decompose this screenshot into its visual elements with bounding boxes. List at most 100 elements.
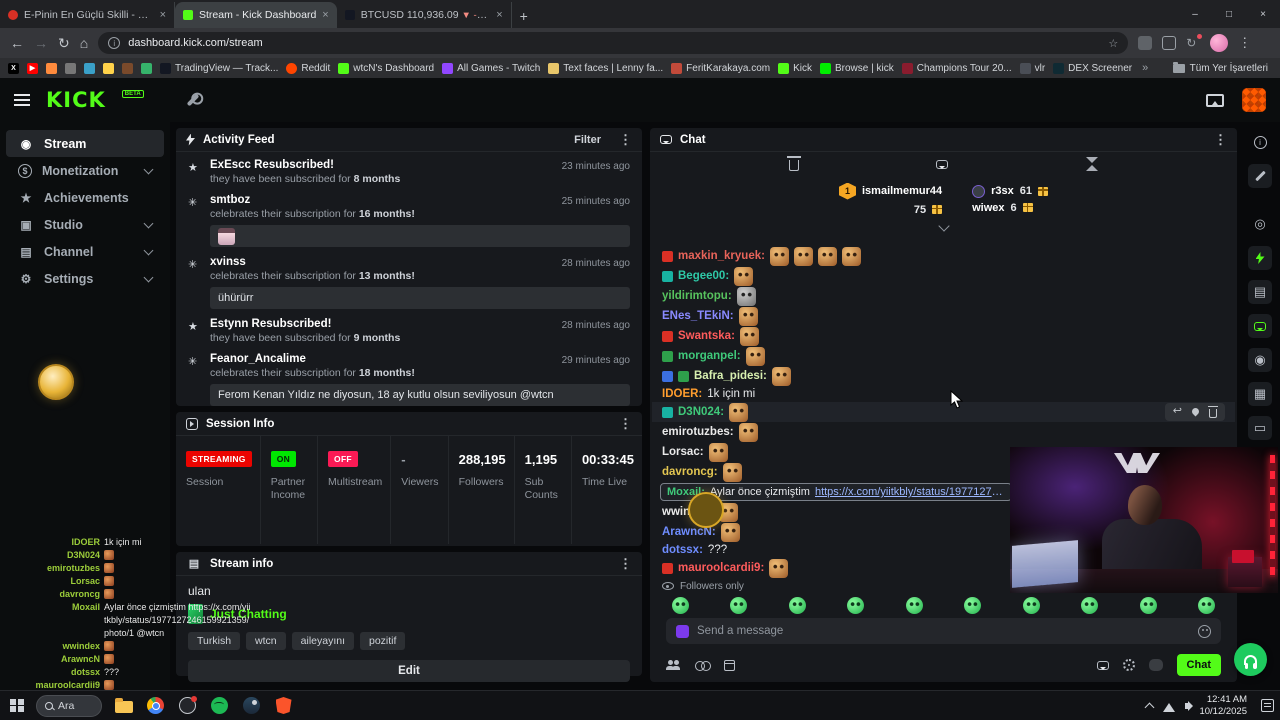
identity-badge-icon[interactable] (676, 624, 689, 638)
forward-icon[interactable]: → (34, 35, 48, 51)
bookmark-tradingview[interactable]: TradingView — Track... (160, 62, 278, 74)
site-info-icon[interactable] (108, 37, 121, 49)
quick-emote[interactable] (788, 596, 806, 614)
activity-event[interactable]: ✳ 29 minutes ago Feanor_Ancalime celebra… (176, 346, 642, 408)
filter-button[interactable]: Filter (574, 133, 601, 146)
bookmark-favicon[interactable] (122, 62, 133, 74)
chat-message[interactable]: Begee00 (652, 266, 1235, 286)
bookmark-kick[interactable]: Kick (778, 62, 812, 74)
bookmark-ferit[interactable]: FeritKarakaya.com (671, 62, 770, 74)
support-chat-button[interactable] (1234, 643, 1267, 676)
obs-icon[interactable] (178, 696, 197, 715)
side-panel-icon[interactable] (1138, 36, 1153, 50)
info-icon[interactable] (1248, 130, 1272, 154)
chat-message[interactable]: maxkin_kryuek (652, 246, 1235, 266)
chat-settings-icon[interactable] (1122, 659, 1135, 671)
bookmark-favicon-x[interactable]: X (8, 62, 19, 74)
chat-message[interactable]: Swantska (652, 326, 1235, 346)
grid-icon[interactable]: ▦ (1248, 382, 1272, 406)
close-button[interactable]: × (1260, 8, 1266, 20)
bookmarks-overflow-icon[interactable]: » (1142, 62, 1149, 74)
bookmark-reddit[interactable]: Reddit (286, 62, 330, 74)
chat-message[interactable]: ENes_TEkiN (652, 306, 1235, 326)
brave-icon[interactable] (274, 696, 293, 715)
emoji-picker-icon[interactable] (1198, 624, 1211, 638)
kebab-menu-icon[interactable]: ⋮ (619, 415, 632, 431)
chat-input-box[interactable] (666, 618, 1221, 644)
chat-mode-icon[interactable] (936, 159, 949, 169)
spotify-icon[interactable] (210, 696, 229, 715)
screenshare-icon[interactable] (1206, 93, 1224, 107)
kebab-menu-icon[interactable]: ⋮ (619, 555, 632, 571)
chat-message[interactable]: dotssx??? (652, 542, 1235, 558)
link-icon[interactable] (695, 661, 711, 671)
pin-icon[interactable] (1190, 406, 1201, 417)
lightning-icon[interactable] (1248, 246, 1272, 270)
home-icon[interactable]: ⌂ (79, 35, 89, 51)
sync-icon[interactable] (1186, 34, 1203, 50)
tab-close-icon[interactable]: × (159, 9, 166, 21)
delete-icon[interactable] (1208, 406, 1218, 418)
quick-emote[interactable] (730, 596, 748, 614)
edit-button[interactable]: Edit (188, 660, 630, 682)
network-icon[interactable] (1163, 697, 1176, 712)
category-name[interactable]: Just Chatting (210, 607, 287, 621)
message-link[interactable]: https://x.com/yiitkbly/status/1977127246… (814, 486, 1005, 498)
popout-chat-icon[interactable] (1096, 660, 1109, 670)
chatters-icon[interactable] (666, 660, 681, 670)
quick-emote[interactable] (905, 596, 923, 614)
kebab-menu-icon[interactable]: ⋮ (1214, 131, 1227, 147)
browser-menu-icon[interactable]: ⋮ (1238, 35, 1252, 50)
sidebar-item-achievements[interactable]: ★ Achievements (6, 184, 164, 211)
browser-tab-1[interactable]: E-Pinin En Güçlü Skilli - Pindiri × (0, 2, 175, 28)
activity-event[interactable]: ★ 28 minutes ago Estynn Resubscribed! th… (176, 311, 642, 346)
clear-chat-icon[interactable] (786, 156, 801, 171)
chat-message-input[interactable] (697, 625, 1190, 637)
tab-close-icon[interactable]: × (496, 9, 503, 21)
tab-close-icon[interactable]: × (322, 9, 329, 21)
slow-mode-icon[interactable] (1086, 157, 1099, 171)
tray-expand-icon[interactable] (1145, 702, 1155, 712)
chat-message[interactable]: Bafra_pidesi (652, 366, 1235, 386)
bookmark-champions[interactable]: Champions Tour 20... (901, 62, 1012, 74)
sidebar-item-channel[interactable]: ▤ Channel (6, 238, 164, 265)
panel-icon[interactable]: ▭ (1248, 416, 1272, 440)
quick-emote[interactable] (847, 596, 865, 614)
wrench-icon[interactable] (186, 93, 200, 107)
minimize-button[interactable]: – (1192, 8, 1198, 20)
user-avatar[interactable] (1242, 88, 1266, 112)
quick-emote[interactable] (1081, 596, 1099, 614)
chat-message[interactable]: mauroolcardii9 (652, 558, 1235, 578)
chat-message[interactable]: Lorsac (652, 442, 1235, 462)
reply-icon[interactable] (1173, 406, 1182, 418)
start-button[interactable] (0, 691, 34, 720)
extensions-puzzle-icon[interactable] (1162, 36, 1177, 50)
bookmark-favicon[interactable] (141, 62, 152, 74)
broadcast-icon[interactable]: ◉ (1248, 348, 1272, 372)
send-chat-button[interactable]: Chat (1176, 654, 1221, 676)
menu-hamburger-icon[interactable] (14, 94, 30, 106)
activity-event[interactable]: ✳ 25 minutes ago smtboz celebrates their… (176, 187, 642, 249)
bookmark-star-icon[interactable]: ☆ (1108, 37, 1119, 50)
gifter-leaderboard[interactable]: 1 ismailmemur44 75 r3sx 61 wiwex 6 (650, 176, 1237, 528)
back-icon[interactable]: ← (10, 35, 24, 51)
steam-icon[interactable] (242, 696, 261, 715)
chat-message[interactable]: morganpel (652, 346, 1235, 366)
quick-emote[interactable] (964, 596, 982, 614)
file-explorer-icon[interactable] (114, 696, 133, 715)
cards-icon[interactable]: ▤ (1248, 280, 1272, 304)
maximize-button[interactable]: □ (1225, 8, 1233, 20)
edit-pencil-icon[interactable] (1248, 164, 1272, 188)
notification-center-icon[interactable] (1261, 699, 1274, 712)
chat-message[interactable]: ArawncN (652, 522, 1235, 542)
emote-menu-icon[interactable] (1148, 659, 1163, 671)
category-row[interactable]: Just Chatting (188, 604, 630, 624)
bookmark-favicon[interactable] (65, 62, 76, 74)
sidebar-item-stream[interactable]: ◉ Stream (6, 130, 164, 157)
chat-message[interactable]: yildirimtopu (652, 286, 1235, 306)
tag[interactable]: aileyayını (291, 632, 354, 650)
kebab-menu-icon[interactable]: ⋮ (619, 131, 632, 147)
volume-icon[interactable] (1185, 700, 1194, 711)
